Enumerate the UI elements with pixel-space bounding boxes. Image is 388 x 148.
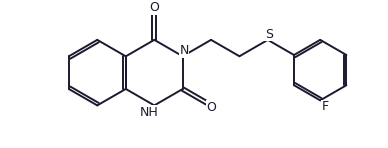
Text: O: O [149,1,159,14]
Text: O: O [206,101,216,114]
Text: S: S [265,28,273,41]
Text: N: N [179,44,189,57]
Text: NH: NH [139,106,158,119]
Text: F: F [321,100,329,113]
